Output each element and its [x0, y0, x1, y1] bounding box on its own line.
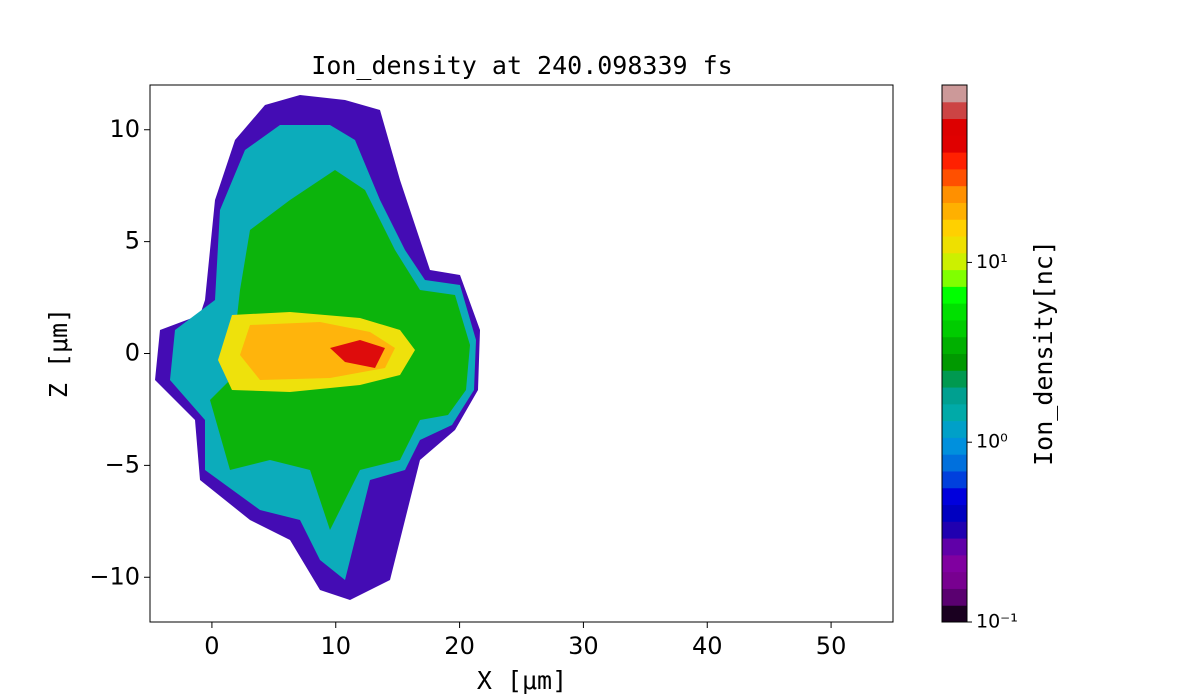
- colorbar-segment: [942, 252, 967, 271]
- colorbar-tick-label: 10⁻¹: [976, 611, 1018, 633]
- x-tick-label: 10: [320, 632, 351, 660]
- colorbar-segment: [942, 353, 967, 371]
- colorbar-segment: [942, 219, 967, 237]
- x-tick-label: 30: [568, 632, 599, 660]
- x-tick-label: 40: [692, 632, 723, 660]
- colorbar-segment: [942, 521, 967, 539]
- colorbar-segment: [942, 319, 967, 338]
- colorbar-segment: [942, 185, 967, 203]
- field-red: [330, 340, 385, 368]
- colorbar-segment: [942, 605, 967, 623]
- y-tick-label: −5: [105, 450, 140, 478]
- colorbar-segment: [942, 470, 967, 489]
- colorbar-segment: [942, 202, 967, 220]
- x-tick-label: 50: [816, 632, 847, 660]
- y-tick-label: 0: [125, 339, 140, 367]
- colorbar-segment: [942, 135, 967, 153]
- x-tick-label: 0: [204, 632, 219, 660]
- colorbar-segment: [942, 168, 967, 187]
- colorbar-segment: [942, 387, 967, 405]
- x-tick-label: 20: [444, 632, 475, 660]
- colorbar-outline: [941, 84, 968, 623]
- field-orange: [240, 322, 395, 380]
- colorbar-segment: [942, 487, 967, 506]
- colorbar-segment: [942, 420, 967, 438]
- y-tick-label: 5: [125, 227, 140, 255]
- colorbar-segment: [942, 504, 967, 522]
- colorbar-segment: [942, 336, 967, 354]
- y-axis-label: Z [μm]: [44, 308, 73, 398]
- colorbar-segment: [942, 286, 967, 304]
- colorbar-segment: [942, 236, 967, 254]
- colorbar-tick-label: 10¹: [976, 251, 1008, 273]
- colorbar-segment: [942, 538, 967, 556]
- colorbar-segment: [942, 152, 967, 170]
- colorbar-segment: [942, 437, 967, 455]
- y-tick-label: −10: [89, 562, 140, 590]
- colorbar-segment: [942, 370, 967, 388]
- colorbar-segment: [942, 303, 967, 321]
- colorbar-segment: [942, 554, 967, 573]
- colorbar-segment: [942, 101, 967, 120]
- chart-title: Ion_density at 240.098339 fs: [311, 51, 732, 80]
- colorbar-segment: [942, 588, 967, 606]
- y-tick-label: 10: [109, 115, 140, 143]
- ion-density-field: [155, 95, 480, 600]
- colorbar-segment: [942, 403, 967, 422]
- colorbar-tick-label: 10⁰: [976, 431, 1008, 453]
- x-axis-label: X [μm]: [477, 666, 567, 695]
- colorbar-segment: [942, 571, 967, 589]
- colorbar-segment: [942, 269, 967, 287]
- colorbar-label: Ion_density[nc]: [1029, 240, 1058, 466]
- colorbar-segment: [942, 85, 967, 103]
- colorbar-segment: [942, 118, 967, 136]
- colorbar-segment: [942, 454, 967, 472]
